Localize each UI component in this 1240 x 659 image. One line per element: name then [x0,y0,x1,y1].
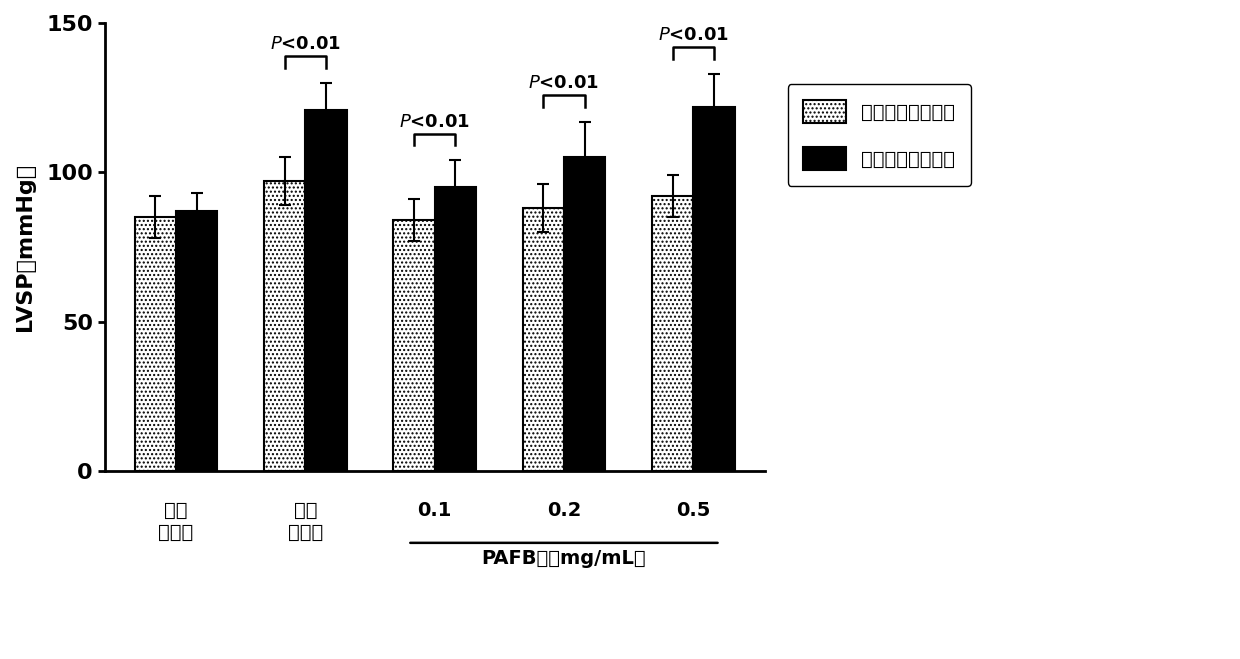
Text: 空白
对照组: 空白 对照组 [159,501,193,542]
Bar [264,181,305,471]
Bar [435,187,476,471]
Bar [393,220,435,471]
Bar [652,196,693,471]
Text: 阳性
对照组: 阳性 对照组 [288,501,322,542]
Text: 0.1: 0.1 [418,501,451,520]
Text: $\it{P}$<0.01: $\it{P}$<0.01 [657,26,729,44]
Bar [176,212,217,471]
Text: $\it{P}$<0.01: $\it{P}$<0.01 [528,74,599,92]
Legend: 测定値（给药前）, 测定値（给药后）: 测定値（给药前）, 测定値（给药后） [787,84,971,186]
Bar [135,217,176,471]
Y-axis label: LVSP（mmHg）: LVSP（mmHg） [15,163,35,331]
Text: $\it{P}$<0.01: $\it{P}$<0.01 [270,35,341,53]
Bar [522,208,564,471]
Text: 0.2: 0.2 [547,501,582,520]
Bar [693,107,734,471]
Bar [564,158,605,471]
Text: 0.5: 0.5 [676,501,711,520]
Text: PAFB组（mg/mL）: PAFB组（mg/mL） [481,549,646,568]
Bar [305,109,347,471]
Text: $\it{P}$<0.01: $\it{P}$<0.01 [399,113,470,130]
